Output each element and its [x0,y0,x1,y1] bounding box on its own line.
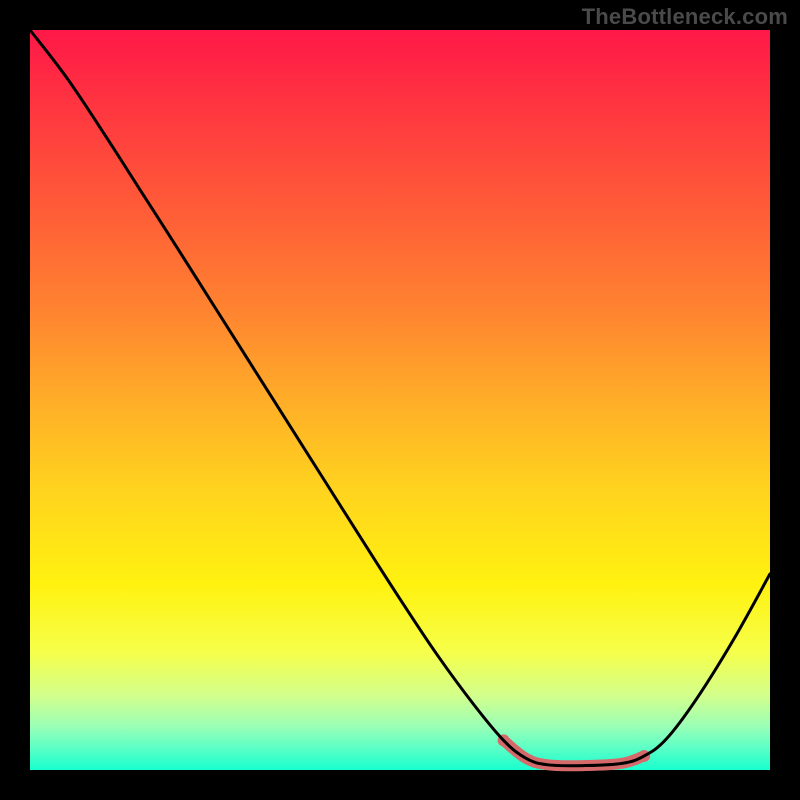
chart-container: TheBottleneck.com [0,0,800,800]
plot-background [30,30,770,770]
bottleneck-curve-chart [0,0,800,800]
watermark-text: TheBottleneck.com [582,4,788,30]
